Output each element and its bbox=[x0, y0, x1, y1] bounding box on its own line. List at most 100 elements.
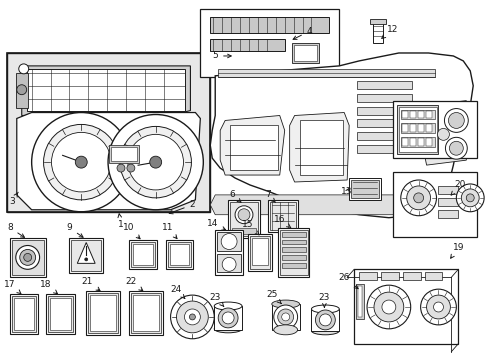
Circle shape bbox=[381, 300, 395, 314]
Bar bbox=[210, 17, 328, 33]
Circle shape bbox=[235, 206, 252, 224]
Text: 23: 23 bbox=[209, 293, 224, 306]
Bar bbox=[356, 107, 411, 114]
Polygon shape bbox=[17, 113, 200, 210]
Bar bbox=[358, 272, 376, 280]
Circle shape bbox=[218, 308, 238, 328]
Bar bbox=[281, 231, 305, 237]
Bar bbox=[131, 293, 161, 333]
Circle shape bbox=[117, 164, 124, 172]
Circle shape bbox=[281, 313, 289, 321]
Bar bbox=[7, 53, 210, 212]
Circle shape bbox=[222, 312, 234, 324]
Bar bbox=[228, 200, 259, 238]
Bar bbox=[230, 202, 257, 235]
Circle shape bbox=[447, 113, 463, 129]
Circle shape bbox=[400, 180, 436, 216]
Bar bbox=[16, 73, 28, 108]
Text: 7: 7 bbox=[264, 190, 275, 203]
Bar bbox=[409, 138, 415, 146]
Circle shape bbox=[273, 305, 297, 329]
Bar bbox=[401, 138, 407, 146]
Bar bbox=[47, 296, 73, 332]
Text: 10: 10 bbox=[123, 223, 140, 239]
Bar bbox=[438, 186, 457, 194]
Text: 16: 16 bbox=[273, 215, 290, 228]
Circle shape bbox=[426, 295, 449, 319]
Bar bbox=[49, 298, 71, 330]
Ellipse shape bbox=[311, 305, 339, 313]
Text: 5: 5 bbox=[212, 51, 231, 60]
Bar bbox=[353, 269, 457, 344]
Bar bbox=[402, 272, 420, 280]
Bar bbox=[167, 242, 191, 267]
Text: 22: 22 bbox=[125, 277, 142, 291]
Circle shape bbox=[149, 156, 162, 168]
Bar bbox=[247, 234, 271, 271]
Circle shape bbox=[238, 209, 249, 221]
Bar bbox=[10, 238, 45, 277]
Circle shape bbox=[373, 292, 403, 322]
Text: 1: 1 bbox=[118, 214, 123, 229]
Bar bbox=[369, 19, 385, 24]
Polygon shape bbox=[210, 53, 472, 218]
Circle shape bbox=[366, 285, 410, 329]
Bar bbox=[109, 145, 139, 163]
Circle shape bbox=[32, 113, 131, 212]
Polygon shape bbox=[21, 66, 190, 116]
Bar bbox=[269, 202, 295, 230]
Bar bbox=[281, 264, 305, 268]
Text: 11: 11 bbox=[162, 223, 177, 239]
Bar bbox=[45, 294, 75, 334]
Bar bbox=[215, 230, 243, 275]
Ellipse shape bbox=[273, 325, 297, 335]
Bar bbox=[425, 125, 431, 132]
Bar bbox=[356, 81, 411, 89]
Bar bbox=[111, 147, 137, 161]
Circle shape bbox=[315, 310, 335, 330]
Circle shape bbox=[51, 132, 111, 192]
Ellipse shape bbox=[214, 325, 242, 333]
Bar bbox=[438, 210, 457, 218]
Ellipse shape bbox=[271, 300, 299, 308]
Polygon shape bbox=[77, 243, 95, 264]
Bar bbox=[281, 255, 305, 260]
Bar bbox=[299, 121, 343, 175]
Bar bbox=[131, 242, 154, 267]
Text: 19: 19 bbox=[450, 243, 463, 258]
Bar bbox=[7, 53, 210, 212]
Text: 12: 12 bbox=[381, 25, 398, 39]
Circle shape bbox=[24, 253, 32, 261]
Text: 14: 14 bbox=[206, 219, 225, 230]
Bar bbox=[251, 238, 267, 265]
Text: 9: 9 bbox=[66, 223, 83, 237]
Circle shape bbox=[16, 246, 40, 269]
Bar bbox=[425, 138, 431, 146]
Polygon shape bbox=[220, 116, 284, 175]
Bar bbox=[69, 238, 103, 273]
Bar bbox=[357, 286, 361, 317]
Bar bbox=[409, 111, 415, 118]
Text: 6: 6 bbox=[229, 190, 241, 202]
Bar bbox=[281, 239, 305, 244]
Text: 26: 26 bbox=[338, 273, 357, 289]
Bar bbox=[165, 239, 193, 269]
Bar bbox=[355, 284, 364, 319]
Circle shape bbox=[120, 126, 191, 198]
Polygon shape bbox=[210, 195, 452, 215]
Bar bbox=[133, 243, 152, 265]
Bar bbox=[400, 123, 434, 133]
Bar bbox=[271, 304, 299, 330]
Circle shape bbox=[84, 258, 87, 261]
Bar bbox=[392, 172, 476, 237]
Text: 17: 17 bbox=[4, 280, 21, 294]
Bar bbox=[392, 100, 476, 158]
Circle shape bbox=[466, 194, 473, 202]
Bar bbox=[372, 21, 382, 43]
Circle shape bbox=[189, 314, 195, 320]
Circle shape bbox=[420, 289, 455, 325]
Circle shape bbox=[455, 184, 483, 212]
Polygon shape bbox=[422, 100, 469, 165]
Bar bbox=[417, 111, 423, 118]
Circle shape bbox=[20, 249, 36, 265]
